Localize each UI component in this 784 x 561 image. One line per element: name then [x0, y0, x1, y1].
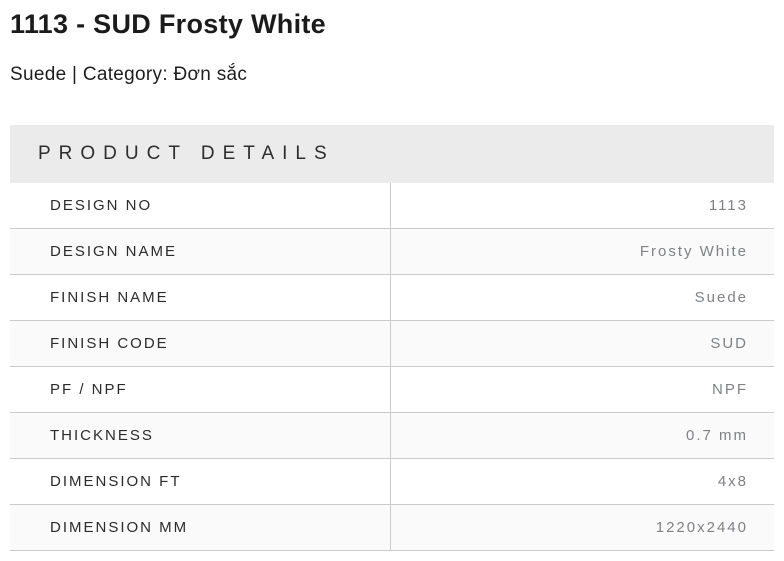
table-row: THICKNESS 0.7 mm — [10, 413, 774, 459]
table-row: DESIGN NO 1113 — [10, 183, 774, 229]
product-details-table: DESIGN NO 1113 DESIGN NAME Frosty White … — [10, 183, 774, 551]
row-label: DIMENSION MM — [10, 505, 391, 550]
row-label: DESIGN NO — [10, 183, 391, 228]
product-details-card: PRODUCT DETAILS DESIGN NO 1113 DESIGN NA… — [10, 125, 774, 551]
product-page: 1113 - SUD Frosty White Suede | Category… — [0, 7, 784, 561]
row-value: 0.7 mm — [685, 427, 748, 444]
row-value: Frosty White — [639, 243, 748, 260]
table-row: DIMENSION MM 1220x2440 — [10, 505, 774, 551]
row-label: DIMENSION FT — [10, 459, 391, 504]
row-value: NPF — [712, 381, 748, 398]
row-value: 1220x2440 — [655, 519, 748, 536]
product-details-heading: PRODUCT DETAILS — [10, 125, 774, 183]
row-value: SUD — [710, 335, 748, 352]
table-row: DESIGN NAME Frosty White — [10, 229, 774, 275]
row-value: 1113 — [708, 197, 748, 214]
product-subtitle: Suede | Category: Đơn sắc — [10, 64, 248, 85]
table-row: DIMENSION FT 4x8 — [10, 459, 774, 505]
row-value: 4x8 — [717, 473, 748, 490]
table-row: FINISH NAME Suede — [10, 275, 774, 321]
table-row: PF / NPF NPF — [10, 367, 774, 413]
row-label: FINISH CODE — [10, 321, 391, 366]
row-label: FINISH NAME — [10, 275, 391, 320]
row-label: THICKNESS — [10, 413, 391, 458]
table-row: FINISH CODE SUD — [10, 321, 774, 367]
row-label: PF / NPF — [10, 367, 391, 412]
row-value: Suede — [694, 289, 748, 306]
row-label: DESIGN NAME — [10, 229, 391, 274]
page-title: 1113 - SUD Frosty White — [10, 9, 326, 39]
